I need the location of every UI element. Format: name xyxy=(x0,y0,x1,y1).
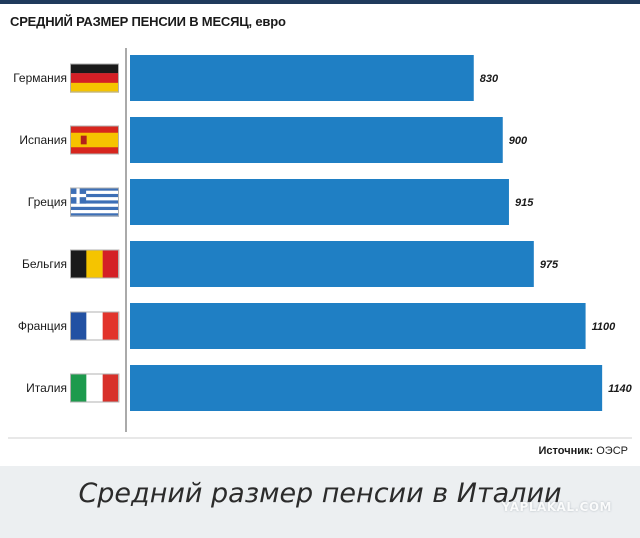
value-label: 1100 xyxy=(592,321,617,333)
caption-band xyxy=(0,466,640,538)
category-label: Италия xyxy=(26,381,67,395)
category-label: Испания xyxy=(19,133,67,147)
france-flag xyxy=(70,311,120,341)
caption: Средний размер пенсии в Италии xyxy=(78,478,562,509)
source-line: Источник: ОЭСР xyxy=(539,445,629,457)
source-label: Источник: xyxy=(538,445,594,457)
source-value: ОЭСР xyxy=(596,445,628,457)
chart-title-text: СРЕДНИЙ РАЗМЕР ПЕНСИИ В МЕСЯЦ, xyxy=(10,14,252,29)
top-bar xyxy=(0,0,640,4)
bar xyxy=(130,303,586,349)
bar xyxy=(130,365,603,411)
value-label: 1140 xyxy=(608,383,633,395)
bars-layer: Германия 830 Испания 900 Греция 915 Бельгия 975… xyxy=(8,48,633,439)
category-label: Франция xyxy=(18,319,67,333)
value-label: 830 xyxy=(480,73,499,85)
category-label: Греция xyxy=(28,195,67,209)
category-label: Бельгия xyxy=(22,257,67,271)
chart-title: СРЕДНИЙ РАЗМЕР ПЕНСИИ В МЕСЯЦ, евро xyxy=(10,14,286,29)
bar xyxy=(130,55,474,101)
chart-unit: евро xyxy=(255,14,286,29)
bar xyxy=(130,179,509,225)
spain-flag xyxy=(70,125,119,155)
value-label: 900 xyxy=(509,135,528,147)
bar-chart: Германия 830 Испания 900 Греция 915 Бельгия 975… xyxy=(8,48,633,439)
value-label: 975 xyxy=(540,259,559,271)
greece-flag xyxy=(70,187,119,217)
watermark: YAPLAKAL.COM xyxy=(501,500,612,514)
bar xyxy=(130,117,503,163)
italy-flag xyxy=(70,373,120,403)
value-label: 915 xyxy=(515,197,534,209)
belgium-flag xyxy=(70,249,120,279)
bar xyxy=(130,241,534,287)
category-label: Германия xyxy=(13,71,67,85)
germany-flag xyxy=(70,63,119,93)
